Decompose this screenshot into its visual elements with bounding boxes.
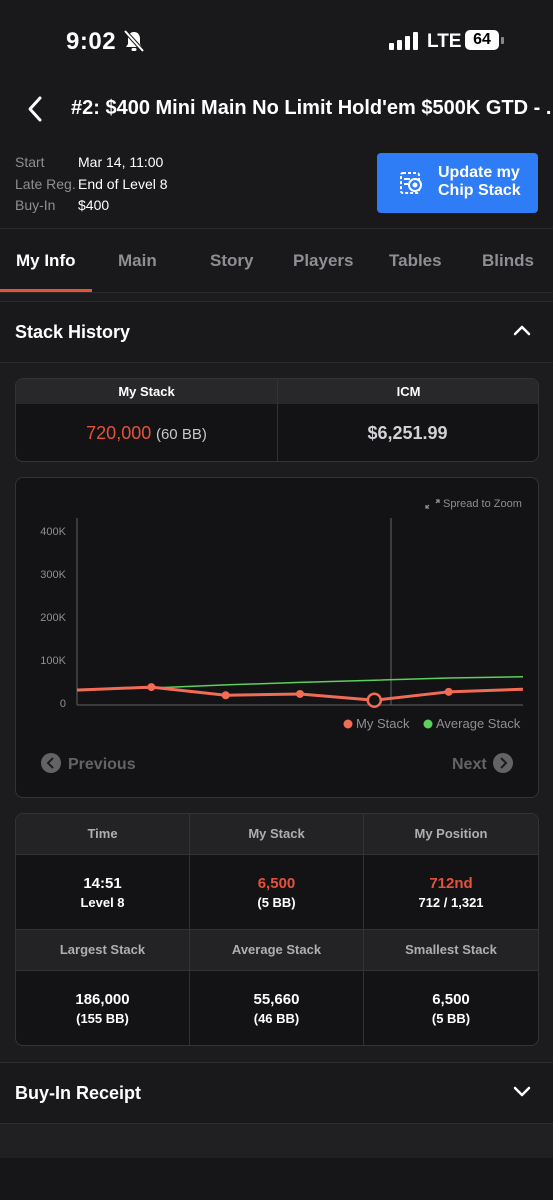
my-stack-chips: 720,000 — [86, 423, 152, 443]
tab-story[interactable]: Story — [210, 251, 254, 270]
bell-muted-icon — [123, 29, 145, 53]
status-time: 9:02 — [66, 28, 117, 55]
buyin-value: $400 — [78, 197, 110, 213]
active-tab-indicator — [0, 289, 92, 292]
stats-grid: Time My Stack My Position 14:51 Level 8 … — [15, 813, 539, 1046]
my-stack-stat-header: My Stack — [190, 814, 364, 855]
y-tick-label: 0 — [60, 698, 66, 710]
legend: My Stack Average Stack — [343, 716, 521, 731]
my-stack-point[interactable] — [296, 689, 304, 698]
update-chip-stack-label: Update my Chip Stack — [438, 164, 521, 199]
my-stack-header: My Stack — [16, 379, 277, 404]
tournament-info: Start Mar 14, 11:00 Late Reg. End of Level… — [0, 144, 553, 228]
legend-label-average-stack: Average Stack — [436, 716, 521, 731]
tab-blinds[interactable]: Blinds — [482, 251, 534, 270]
time-value: 14:51 — [83, 875, 122, 892]
my-position-rank: 712 / 1,321 — [418, 895, 484, 910]
tab-bar: My Info Main Story Players Tables Blinds — [0, 228, 553, 293]
icm-value: $6,251.99 — [367, 423, 448, 443]
chip-stack-icon — [400, 172, 422, 194]
my-stack-stat-value: 6,500 — [257, 875, 296, 892]
my-position-cell: 712nd 712 / 1,321 — [364, 855, 538, 930]
next-button[interactable]: Next — [452, 753, 513, 773]
expand-icon — [425, 499, 440, 509]
my-stack-selected-point[interactable] — [366, 692, 383, 708]
average-stack-bb: (46 BB) — [253, 1011, 300, 1026]
my-stack-point[interactable] — [147, 683, 156, 692]
my-stack-stat-bb: (5 BB) — [257, 895, 296, 910]
average-stack-value: 55,660 — [253, 991, 300, 1008]
late-reg-label: Late Reg. — [15, 176, 76, 192]
time-header: Time — [16, 814, 190, 855]
time-level: Level 8 — [80, 895, 125, 910]
back-arrow-icon[interactable] — [24, 94, 48, 124]
y-tick-label: 200K — [40, 612, 66, 624]
smallest-stack-cell: 6,500 (5 BB) — [364, 971, 538, 1045]
y-axis-ticks: 0 100K 200K 300K 400K — [40, 526, 66, 710]
chevron-down-icon[interactable] — [512, 1084, 532, 1098]
buyin-row: Buy-In $400 — [15, 197, 109, 213]
next-label: Next — [452, 756, 487, 773]
legend-label-my-stack: My Stack — [356, 716, 410, 731]
start-value: Mar 14, 11:00 — [78, 154, 164, 170]
icm-header: ICM — [277, 379, 538, 404]
buyin-receipt-title: Buy-In Receipt — [15, 1083, 142, 1103]
late-reg-value: End of Level 8 — [78, 176, 168, 192]
buyin-receipt-header[interactable]: Buy-In Receipt — [0, 1062, 553, 1124]
tab-players[interactable]: Players — [293, 251, 354, 270]
signal-icon — [389, 32, 418, 50]
legend-dot-average-stack — [423, 719, 433, 729]
tab-my-info[interactable]: My Info — [16, 251, 76, 270]
my-position-header: My Position — [364, 814, 538, 855]
previous-button[interactable]: Previous — [41, 753, 136, 773]
my-stack-cell: 6,500 (5 BB) — [190, 855, 364, 930]
my-stack-point[interactable] — [444, 687, 453, 696]
chevron-up-icon[interactable] — [512, 323, 532, 337]
my-stack-value: 720,000 (60 BB) — [16, 423, 277, 444]
tab-main[interactable]: Main — [118, 251, 157, 270]
y-tick-label: 100K — [40, 655, 66, 667]
buyin-label: Buy-In — [15, 197, 56, 213]
smallest-stack-header: Smallest Stack — [364, 930, 538, 971]
series-layer — [76, 676, 524, 708]
status-bar: 9:02 LTE 64 — [0, 0, 553, 80]
largest-stack-value: 186,000 — [75, 991, 130, 1008]
page-title: #2: $400 Mini Main No Limit Hold'em $500… — [71, 97, 551, 119]
stack-chart[interactable]: Spread to Zoom 0 100K 200K 300K 400K My Stac… — [16, 478, 538, 797]
largest-stack-header: Largest Stack — [16, 930, 190, 971]
smallest-stack-bb: (5 BB) — [431, 1011, 471, 1026]
time-cell: 14:51 Level 8 — [16, 855, 190, 930]
stack-summary-card: My Stack ICM 720,000 (60 BB) $6,251.99 — [15, 378, 539, 462]
network-label: LTE — [427, 31, 462, 52]
my-stack-bb: (60 BB) — [155, 426, 207, 443]
chevron-right-icon — [493, 753, 513, 773]
average-stack-header: Average Stack — [190, 930, 364, 971]
stack-history-header[interactable]: Stack History — [0, 301, 553, 363]
zoom-hint-label: Spread to Zoom — [443, 498, 522, 510]
nav-bar: #2: $400 Mini Main No Limit Hold'em $500… — [0, 80, 553, 144]
battery-icon: 64 — [465, 30, 505, 52]
legend-dot-my-stack — [343, 719, 353, 729]
y-tick-label: 300K — [40, 569, 66, 581]
previous-label: Previous — [68, 756, 136, 773]
tab-tables[interactable]: Tables — [389, 251, 442, 270]
average-stack-cell: 55,660 (46 BB) — [190, 971, 364, 1045]
my-position-value: 712nd — [429, 875, 473, 892]
battery-level: 64 — [465, 30, 499, 50]
stack-chart-card[interactable]: Spread to Zoom 0 100K 200K 300K 400K My Stac… — [15, 477, 539, 798]
start-row: Start Mar 14, 11:00 — [15, 154, 163, 170]
chevron-left-icon — [41, 753, 61, 773]
y-tick-label: 400K — [40, 526, 66, 538]
zoom-hint: Spread to Zoom — [425, 498, 522, 510]
largest-stack-cell: 186,000 (155 BB) — [16, 971, 190, 1045]
late-reg-row: Late Reg. End of Level 8 — [15, 176, 168, 192]
largest-stack-bb: (155 BB) — [76, 1011, 129, 1026]
update-chip-stack-button[interactable]: Update my Chip Stack — [377, 153, 538, 213]
start-label: Start — [15, 154, 45, 170]
stack-history-title: Stack History — [15, 322, 131, 342]
my-stack-point[interactable] — [221, 691, 230, 700]
smallest-stack-value: 6,500 — [432, 991, 470, 1008]
